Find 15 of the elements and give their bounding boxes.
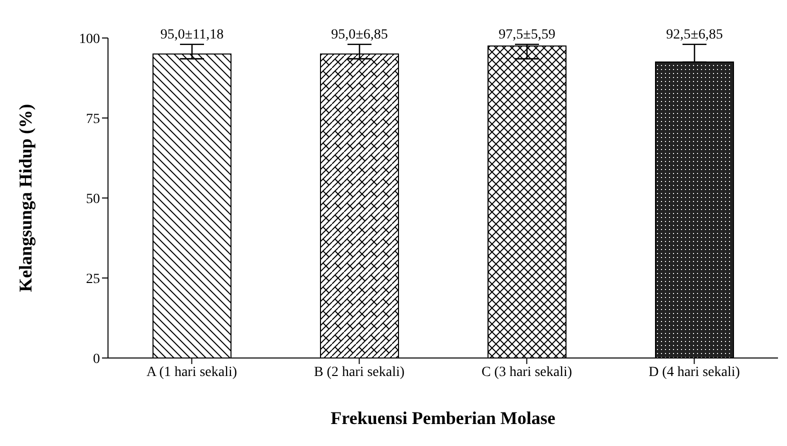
x-tick-label: C (3 hari sekali): [481, 364, 572, 380]
y-tick-label: 25: [86, 272, 100, 287]
x-axis-title: Frekuensi Pemberian Molase: [330, 408, 556, 428]
data-label: 92,5±6,85: [666, 27, 723, 42]
data-label: 95,0±6,85: [331, 27, 388, 42]
y-tick-label: 50: [86, 192, 100, 207]
y-tick-label: 100: [79, 32, 100, 47]
x-tick-label: B (2 hari sekali): [314, 364, 405, 380]
y-tick-label: 75: [86, 112, 100, 127]
x-tick-label: A (1 hari sekali): [146, 364, 238, 380]
y-axis-title: Kelangsunga Hidup (%): [15, 104, 36, 292]
y-tick-label: 0: [93, 352, 100, 367]
x-tick-label: D (4 hari sekali): [648, 364, 740, 380]
data-label: 95,0±11,18: [160, 27, 224, 42]
data-label: 97,5±5,59: [498, 27, 556, 42]
